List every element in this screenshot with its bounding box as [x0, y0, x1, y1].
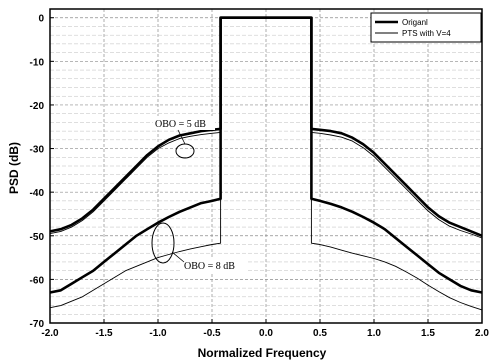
- annotation-obo8-ellipse: [151, 222, 175, 264]
- x-tick-label-0: -2.0: [41, 328, 59, 339]
- legend-label-origanl: Origanl: [402, 18, 428, 27]
- annotation-obo8: OBO = 8 dB: [184, 261, 235, 272]
- legend: Origanl PTS with V=4: [370, 12, 482, 43]
- x-tick-label-5: 0.5: [313, 328, 327, 339]
- x-axis-label: Normalized Frequency: [198, 346, 327, 360]
- annotations: OBO = 5 dB OBO = 8 dB: [151, 116, 248, 272]
- annotation-obo5-bg: [153, 116, 215, 130]
- y-tick-label-5: -50: [30, 232, 45, 243]
- grid: [49, 9, 483, 324]
- annotation-obo8-bg: [182, 258, 248, 272]
- series-3-line: [49, 17, 483, 311]
- y-tick-label-0: 0: [38, 14, 44, 25]
- y-tick-label-2: -20: [30, 101, 45, 112]
- annotation-obo5-pointer: [177, 129, 186, 145]
- x-tick-label-2: -1.0: [149, 328, 167, 339]
- y-tick-label-1: -10: [30, 57, 45, 68]
- y-tick-label-4: -40: [30, 188, 45, 199]
- annotation-obo8-pointer: [171, 251, 185, 263]
- annotation-obo5-ellipse: [175, 143, 195, 159]
- annotation-obo5: OBO = 5 dB: [155, 119, 206, 130]
- x-tick-label-6: 1.0: [367, 328, 381, 339]
- legend-box: [370, 12, 482, 43]
- y-axis-label: PSD (dB): [7, 142, 21, 194]
- x-tick-label-1: -1.5: [95, 328, 113, 339]
- y-tick-label-7: -70: [30, 319, 45, 330]
- x-tick-label-7: 1.5: [421, 328, 435, 339]
- x-tick-label-4: 0.0: [259, 328, 273, 339]
- series-layer: [49, 16, 483, 311]
- axis-ticks: -2.0 -1.5 -1.0 -0.5 0.0 0.5 1.0 1.5 2.0 0 -10 -20 -3…: [30, 14, 490, 339]
- legend-label-pts: PTS with V=4: [402, 29, 451, 38]
- x-tick-label-3: -0.5: [203, 328, 221, 339]
- y-tick-label-3: -30: [30, 145, 45, 156]
- x-tick-label-8: 2.0: [475, 328, 489, 339]
- y-tick-label-6: -60: [30, 275, 45, 286]
